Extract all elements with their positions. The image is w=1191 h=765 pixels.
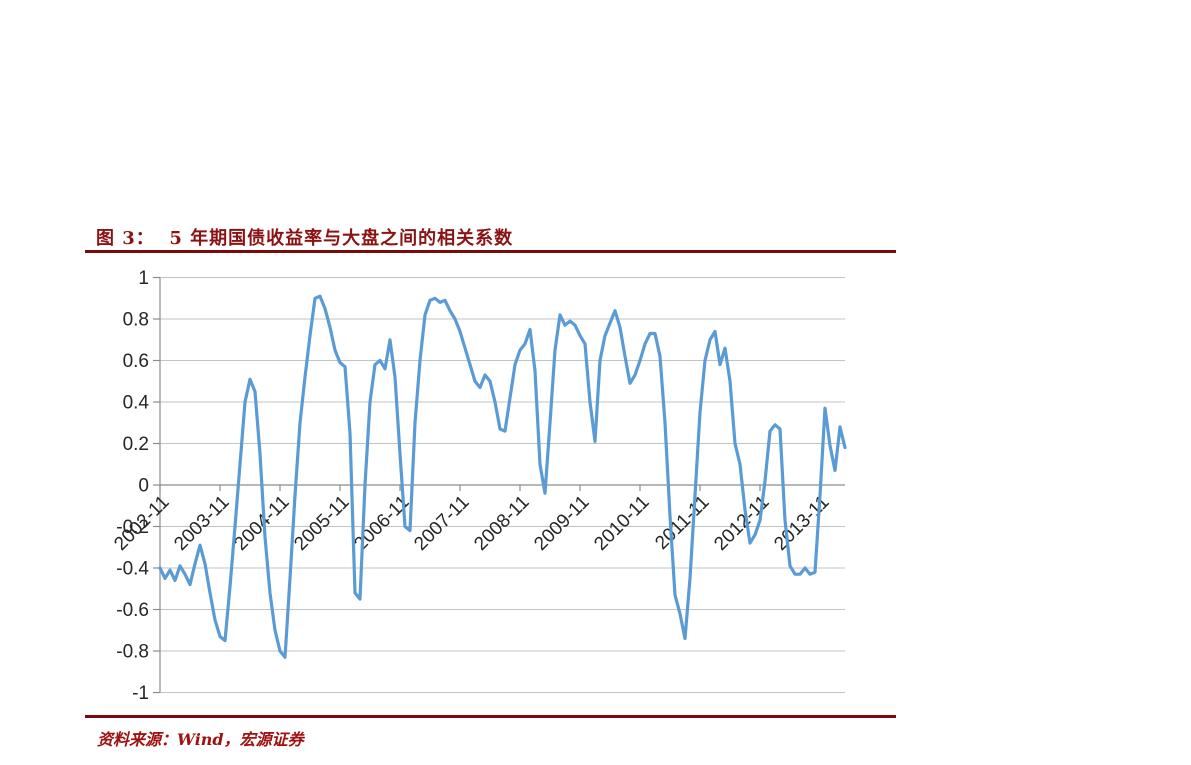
y-tick-label: -0.4 — [116, 559, 149, 580]
y-tick-label: 0.2 — [123, 434, 149, 455]
x-tick-label: 2008-11 — [470, 492, 533, 555]
y-tick-label: 1 — [138, 268, 149, 289]
x-tick-label: 2009-11 — [530, 492, 593, 555]
y-tick-label: 0.6 — [123, 351, 149, 372]
source-note: 资料来源：Wind，宏源证券 — [97, 730, 304, 749]
x-tick-label: 2005-11 — [290, 492, 353, 555]
y-tick-label: -0.6 — [116, 600, 149, 621]
x-tick-label: 2007-11 — [410, 492, 473, 555]
x-tick-label: 2011-11 — [651, 492, 713, 554]
x-tick-label: 2013-11 — [770, 492, 833, 555]
y-tick-label: -0.8 — [116, 642, 149, 663]
y-tick-label: 0.8 — [123, 310, 149, 331]
y-tick-label: 0 — [138, 476, 149, 497]
bottom-divider — [85, 715, 896, 718]
correlation-series-line — [158, 294, 847, 659]
x-tick-label: 2012-11 — [710, 492, 773, 555]
y-tick-label: 0.4 — [123, 393, 150, 414]
top-divider — [85, 250, 896, 253]
x-tick-label: 2010-11 — [590, 492, 653, 555]
x-tick-label: 2003-11 — [170, 492, 233, 555]
y-tick-label: -0.2 — [116, 517, 149, 538]
y-tick-label: -1 — [132, 683, 149, 704]
figure-title: 图 3： 5 年期国债收益率与大盘之间的相关系数 — [96, 228, 514, 249]
